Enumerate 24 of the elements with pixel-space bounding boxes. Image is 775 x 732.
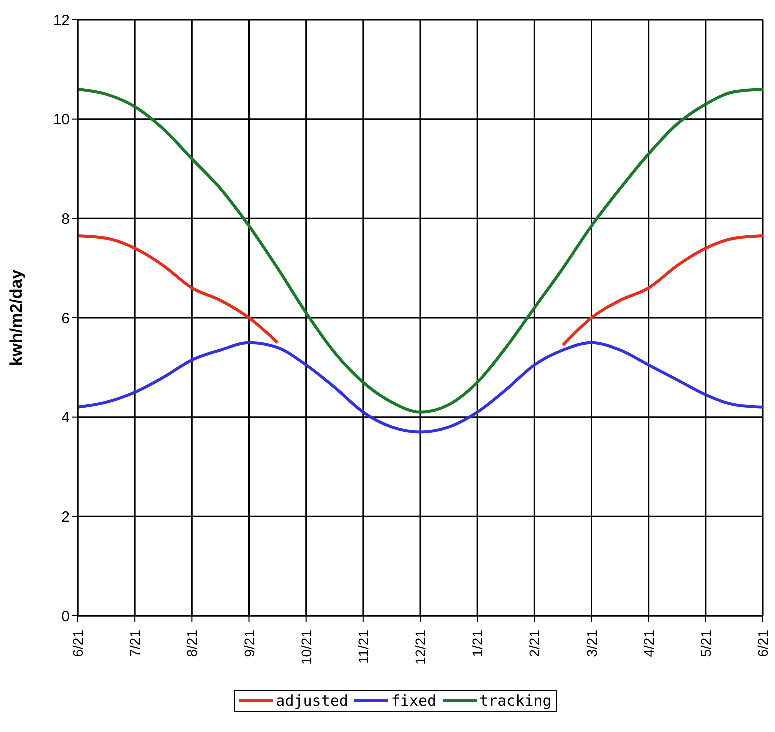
y-tick-label: 2 [62, 508, 70, 526]
legend-label: adjusted [275, 692, 348, 710]
x-tick-label: 12/21 [412, 630, 428, 666]
x-tick-label: 4/21 [640, 630, 657, 658]
x-tick-label: 7/21 [127, 630, 144, 658]
y-tick-label: 0 [62, 608, 70, 626]
x-tick-label: 11/21 [355, 630, 372, 664]
y-tick-label: 10 [53, 112, 70, 129]
legend-label: tracking [478, 692, 552, 710]
y-tick-label: 6 [62, 310, 70, 328]
x-tick-label: 5/21 [698, 630, 714, 658]
x-tick-label: 6/21 [70, 630, 86, 658]
x-tick-label: 6/21 [755, 630, 771, 658]
y-tick-label: 8 [62, 210, 70, 228]
x-tick-label: 3/21 [584, 630, 600, 658]
legend-label: fixed [390, 692, 437, 710]
x-tick-label: 9/21 [241, 630, 258, 658]
x-tick-label: 10/21 [298, 630, 314, 666]
y-tick-label: 12 [53, 12, 70, 30]
x-tick-label: 2/21 [526, 630, 543, 658]
x-tick-label: 1/21 [470, 630, 486, 658]
x-tick-label: 8/21 [184, 630, 200, 658]
y-axis-title: kwh/m2/day [7, 269, 26, 366]
y-tick-label: 4 [62, 410, 70, 427]
